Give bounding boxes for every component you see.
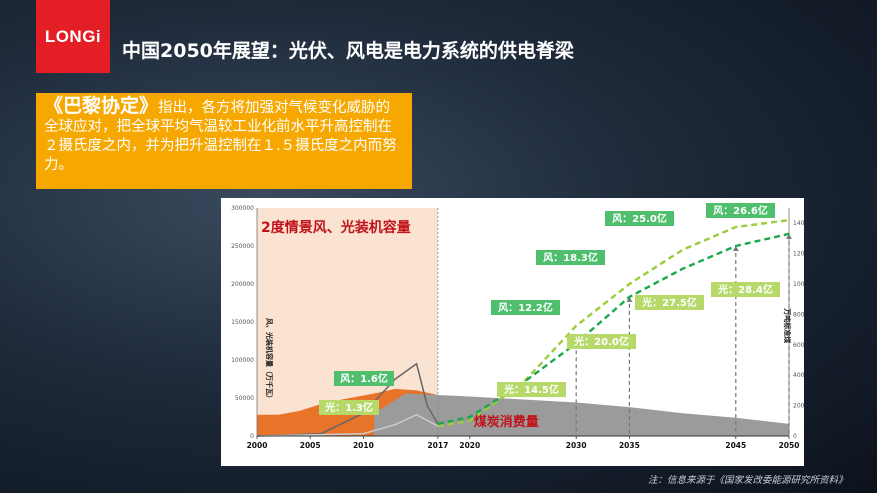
x-tick-label: 2030 [566, 441, 587, 450]
coal-annotation: 煤炭消费量 [474, 414, 539, 430]
solar-value-label: 光：1.3亿 [324, 401, 373, 414]
x-tick-label: 2035 [619, 441, 640, 450]
y-tick-right-label: 14000 [793, 220, 804, 227]
y-tick-right-label: 2000 [793, 403, 804, 410]
y-tick-left-label: 250000 [231, 243, 254, 250]
y-tick-right-label: 4000 [793, 372, 804, 379]
wind-value-label-box [334, 371, 394, 386]
solar-value-label-box [711, 282, 780, 297]
solar-value-label-box [635, 295, 704, 310]
y-tick-right-label: 12000 [793, 251, 804, 258]
y-tick-left-label: 50000 [235, 395, 254, 402]
wind-history-line [256, 362, 439, 437]
y-axis-right-title: 万吨标准煤 [783, 307, 792, 344]
y-tick-left-label: 0 [250, 433, 254, 440]
paris-agreement-callout: 《巴黎协定》指出，各方将加强对气候变化威胁的全球应对，把全球平均气温较工业化前水… [36, 93, 412, 189]
paris-agreement-text: 指出，各方将加强对气候变化威胁的全球应对，把全球平均气温较工业化前水平升高控制在… [44, 100, 397, 173]
x-tick-label: 2010 [353, 441, 374, 450]
milestone-arrow [786, 233, 792, 239]
solar-value-label-box [567, 334, 636, 349]
y-tick-right-label: 10000 [793, 281, 804, 288]
chart-title: 2度情景风、光装机容量 [261, 219, 411, 236]
x-tick-label: 2020 [459, 441, 480, 450]
solar-series-line [437, 218, 790, 428]
milestone-arrow [732, 246, 739, 251]
wind-series-line [437, 232, 790, 426]
wind-value-label: 风：1.6亿 [340, 372, 388, 385]
x-tick-label: 2005 [300, 441, 321, 450]
y-axis-left-title: 风、光装机容量（万千瓦） [265, 318, 274, 402]
solar-value-label: 光：20.0亿 [573, 335, 629, 348]
page-title: 中国2050年展望：光伏、风电是电力系统的供电脊梁 [122, 40, 574, 62]
wind-value-label: 风：26.6亿 [713, 204, 768, 217]
wind-value-label: 风：18.3亿 [543, 251, 598, 264]
y-tick-right-label: 8000 [793, 311, 804, 318]
y-tick-left-label: 200000 [231, 281, 254, 288]
solar-history-line [256, 413, 439, 437]
wind-value-label-box [536, 250, 605, 265]
wind-value-label-box [605, 211, 674, 226]
y-tick-left-label: 100000 [231, 357, 254, 364]
y-tick-left-label: 300000 [231, 205, 254, 212]
solar-value-label: 光：28.4亿 [717, 283, 773, 296]
x-tick-label: 2050 [779, 441, 800, 450]
wind-value-label-box [706, 203, 775, 218]
wind-value-label: 风：25.0亿 [612, 212, 667, 225]
solar-value-label-box [319, 400, 379, 415]
x-tick-label: 2000 [247, 441, 268, 450]
x-tick-label: 2017 [427, 441, 448, 450]
y-tick-right-label: 6000 [793, 342, 804, 349]
source-note: 注：信息来源于《国家发改委能源研究所资料》 [648, 475, 848, 486]
capacity-chart-svg: 0500001000001500002000002500003000000200… [231, 203, 804, 450]
coal-area [374, 393, 789, 436]
capacity-chart: 0 50000 100000 150000 200000 250000 300000 0 200… [221, 198, 804, 466]
solar-value-label: 光：27.5亿 [641, 296, 697, 309]
paris-agreement-title: 《巴黎协定》 [44, 95, 159, 117]
y-tick-left-label: 150000 [231, 319, 254, 326]
wind-value-label: 风：12.2亿 [498, 301, 553, 314]
x-tick-label: 2045 [725, 441, 746, 450]
solar-value-label-box [497, 382, 566, 397]
milestone-arrow [626, 296, 633, 302]
solar-value-label: 光：14.5亿 [503, 383, 559, 396]
wind-value-label-box [491, 300, 560, 315]
longi-logo: LONGi [36, 0, 110, 73]
y-tick-right-label: 0 [793, 433, 797, 440]
